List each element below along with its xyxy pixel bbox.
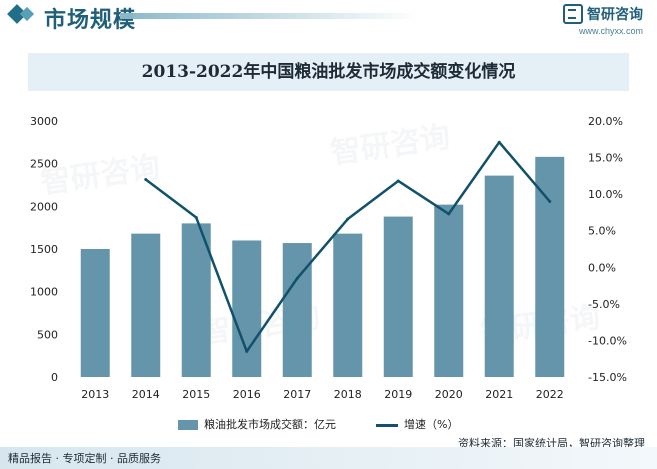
- footer-text: 精品报告 · 专项定制 · 品质服务: [8, 452, 161, 465]
- left-tick-label: 2500: [30, 158, 58, 171]
- legend-swatch-line: [376, 423, 398, 427]
- chart-title: 2013-2022年中国粮油批发市场成交额变化情况: [141, 62, 516, 82]
- bar: [282, 243, 312, 377]
- line-point: [245, 349, 249, 353]
- left-tick-label: 2000: [30, 200, 58, 213]
- right-tick-label: 15.0%: [588, 152, 623, 165]
- x-tick-label: 2015: [182, 388, 210, 401]
- x-tick-label: 2013: [81, 388, 109, 401]
- bar-series: [80, 156, 565, 377]
- footer: 精品报告 · 专项定制 · 品质服务: [0, 447, 657, 469]
- line-point: [497, 140, 501, 144]
- line-series: [144, 140, 552, 353]
- x-tick-label: 2018: [334, 388, 362, 401]
- bar: [333, 233, 363, 377]
- bar: [383, 216, 413, 377]
- right-tick-label: 10.0%: [588, 188, 623, 201]
- section-header: 市场规模 智研咨询 www.chyxx.com: [0, 0, 657, 40]
- line-point: [447, 212, 451, 216]
- source-note: 资料来源：国家统计局，智研咨询整理: [458, 437, 645, 450]
- x-tick-label: 2021: [485, 388, 513, 401]
- line-point: [548, 199, 552, 203]
- left-tick-label: 0: [51, 371, 58, 384]
- brand-name: 智研咨询: [587, 7, 643, 23]
- line-point: [396, 179, 400, 183]
- bar: [484, 175, 514, 377]
- legend-label-bar: 粮油批发市场成交额：亿元: [204, 418, 336, 431]
- x-tick-label: 2017: [283, 388, 311, 401]
- left-tick-label: 1500: [30, 243, 58, 256]
- brand-url: www.chyxx.com: [578, 26, 643, 36]
- right-tick-label: -10.0%: [588, 334, 627, 347]
- x-tick-label: 2016: [233, 388, 261, 401]
- right-tick-label: -15.0%: [588, 371, 627, 384]
- left-tick-label: 1000: [30, 286, 58, 299]
- section-title: 市场规模: [44, 8, 137, 33]
- brand: 智研咨询 www.chyxx.com: [563, 4, 643, 36]
- bar: [131, 233, 161, 377]
- header-decoration: [120, 13, 420, 19]
- line-point: [346, 217, 350, 221]
- left-tick-label: 3000: [30, 115, 58, 128]
- x-tick-label: 2022: [536, 388, 564, 401]
- right-tick-label: 20.0%: [588, 115, 623, 128]
- bar: [232, 240, 262, 377]
- right-tick-label: 5.0%: [588, 225, 616, 238]
- x-axis: 2013 2014 2015 2016 2017 2018 2019 2020 2021 2022: [81, 388, 564, 401]
- line-point: [194, 216, 198, 220]
- bar: [535, 156, 565, 377]
- brand-logo-icon: [563, 4, 583, 24]
- legend-item-line: 增速（%）: [376, 416, 458, 432]
- line-point: [295, 276, 299, 280]
- bar: [434, 204, 464, 377]
- x-tick-label: 2019: [384, 388, 412, 401]
- legend-item-bar: 粮油批发市场成交额：亿元: [178, 416, 336, 432]
- chart-title-band: 2013-2022年中国粮油批发市场成交额变化情况: [28, 53, 629, 91]
- left-axis: 0 500 1000 1500 2000 2500 3000: [30, 115, 58, 384]
- x-tick-label: 2020: [435, 388, 463, 401]
- x-tick-label: 2014: [132, 388, 160, 401]
- line-point: [144, 178, 148, 182]
- legend-swatch-bar: [178, 420, 198, 430]
- right-axis: -15.0% -10.0% -5.0% 0.0% 5.0% 10.0% 15.0% 20.0%: [588, 115, 627, 384]
- bar: [181, 223, 211, 377]
- right-tick-label: -5.0%: [588, 298, 620, 311]
- left-tick-label: 500: [37, 328, 58, 341]
- right-tick-label: 0.0%: [588, 261, 616, 274]
- legend-label-line: 增速（%）: [404, 418, 459, 431]
- bar: [80, 249, 110, 377]
